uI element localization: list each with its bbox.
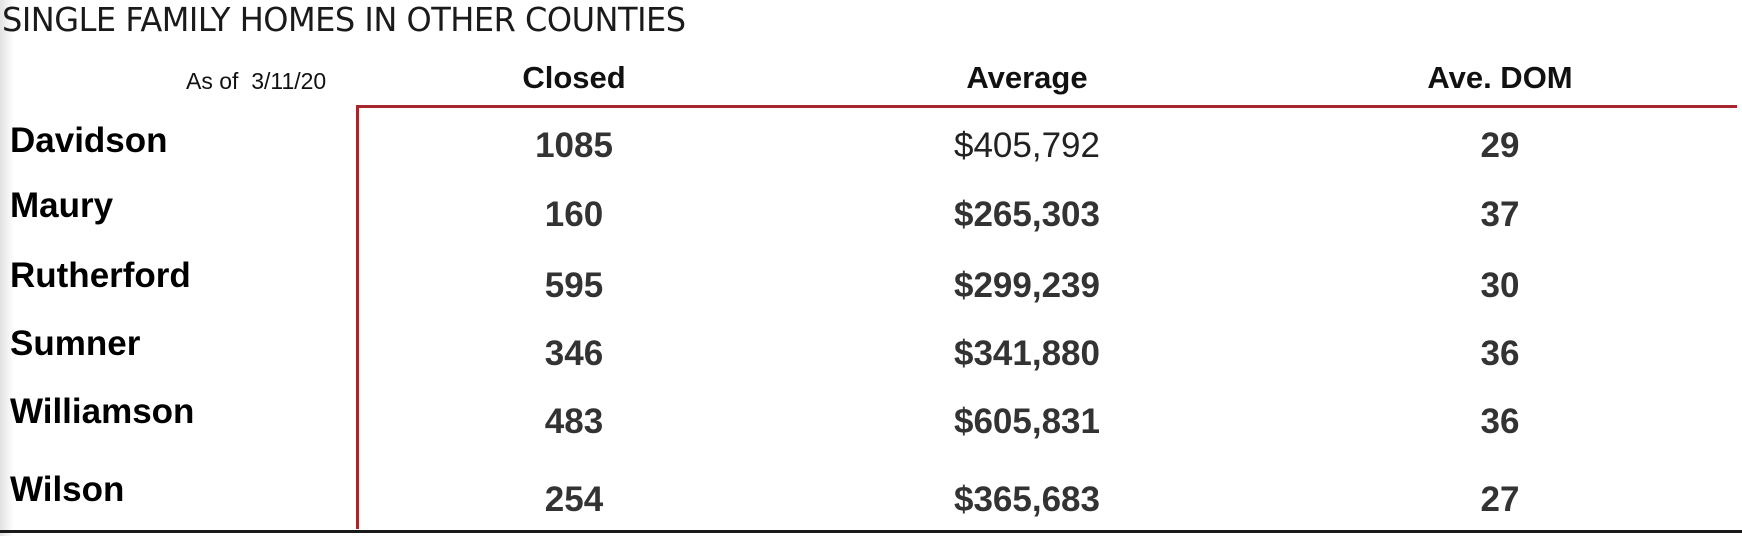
row-label-wilson: Wilson [10,470,125,509]
row-label-sumner: Sumner [10,324,141,363]
cell-average-davidson: $405,792 [954,126,1100,165]
cell-closed-williamson: 483 [544,402,604,441]
cell-average-rutherford: $299,239 [954,266,1100,305]
cell-closed-rutherford: 595 [544,266,604,305]
label-divider-rule [356,105,359,529]
as-of-date: As of 3/11/20 [186,68,327,94]
header-closed: Closed [522,60,626,95]
cell-average-wilson: $365,683 [954,480,1100,519]
cell-average-sumner: $341,880 [954,334,1100,373]
header-average: Average [966,60,1088,95]
cell-closed-davidson: 1085 [535,126,613,165]
row-label-davidson: Davidson [10,121,168,160]
cell-dom-williamson: 36 [1480,402,1520,441]
cell-dom-rutherford: 30 [1480,266,1520,305]
header-ave-dom: Ave. DOM [1427,60,1573,95]
left-edge-shade [0,0,14,536]
cell-dom-davidson: 29 [1480,126,1520,165]
row-label-maury: Maury [10,186,114,225]
page-title: SINGLE FAMILY HOMES IN OTHER COUNTIES [2,0,686,39]
cell-closed-sumner: 346 [544,334,604,373]
cell-closed-wilson: 254 [544,480,604,519]
cell-closed-maury: 160 [544,195,604,234]
cell-dom-maury: 37 [1480,195,1520,234]
row-label-rutherford: Rutherford [10,256,191,295]
bottom-rule [0,530,1742,533]
cell-average-williamson: $605,831 [954,402,1100,441]
header-divider-rule [357,105,1737,108]
row-label-williamson: Williamson [10,392,195,431]
cell-dom-wilson: 27 [1480,480,1520,519]
cell-average-maury: $265,303 [954,195,1100,234]
cell-dom-sumner: 36 [1480,334,1520,373]
